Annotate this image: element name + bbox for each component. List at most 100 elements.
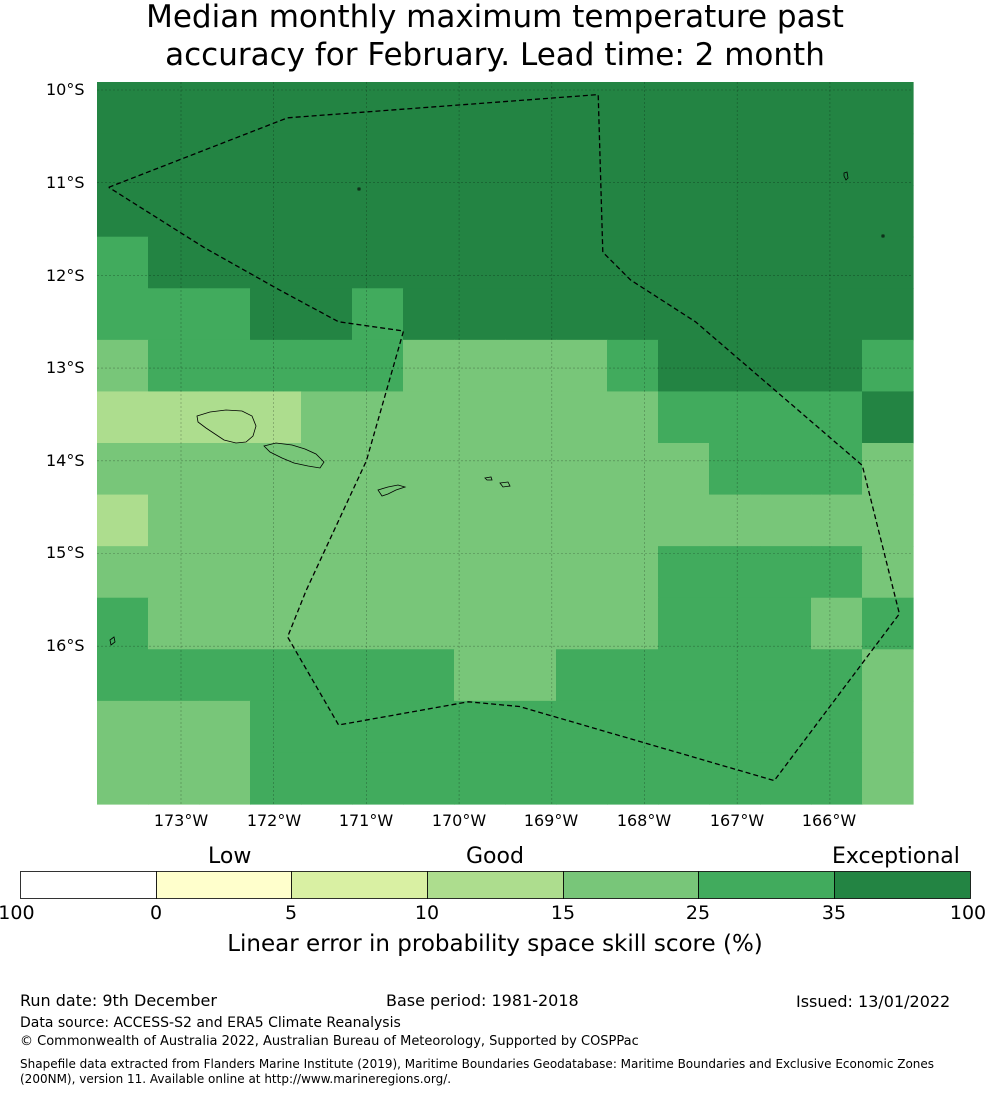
grid-cell — [709, 443, 761, 496]
grid-cell — [862, 288, 914, 341]
grid-cell — [148, 597, 200, 650]
grid-cell — [505, 494, 557, 547]
colorbar-tick: 15 — [550, 902, 576, 924]
grid-cell — [250, 185, 302, 238]
grid-cell — [454, 700, 506, 754]
grid-cell — [97, 82, 149, 135]
grid-cell — [403, 597, 455, 650]
colorbar-tick: 0 — [149, 902, 163, 924]
grid-cell — [199, 133, 251, 186]
grid-cell — [148, 185, 200, 238]
grid-cell — [454, 133, 506, 186]
graticule — [97, 82, 913, 804]
island-swains — [357, 187, 361, 191]
grid-cell — [811, 597, 863, 650]
grid-cell — [403, 236, 455, 289]
island-tokelau-small — [881, 234, 885, 238]
chart-title-line-1: Median monthly maximum temperature past — [146, 0, 844, 35]
grid-cell — [862, 391, 914, 444]
grid-cell — [250, 494, 302, 547]
grid-cell — [352, 391, 404, 444]
grid-cell — [403, 133, 455, 186]
grid-cell — [556, 391, 608, 444]
lat-label-10s: 10°S — [46, 80, 85, 99]
grid-cell — [658, 752, 710, 805]
grid-cell — [148, 288, 200, 341]
grid-cell — [403, 700, 455, 754]
issued-date: Issued: 13/01/2022 — [796, 992, 951, 1011]
grid-cell — [556, 597, 608, 650]
grid-cell — [454, 494, 506, 547]
grid-cell — [607, 752, 659, 805]
grid-cell — [148, 391, 200, 444]
legend-category-low: Low — [208, 844, 252, 869]
grid-cell — [760, 546, 812, 599]
grid-cell — [352, 700, 404, 754]
grid-cell — [199, 391, 251, 444]
grid-cell — [250, 597, 302, 650]
grid-cell — [454, 649, 506, 702]
colorbar-segment — [834, 871, 971, 899]
grid-cell — [607, 236, 659, 289]
grid-cell — [454, 339, 506, 393]
grid-cell — [148, 82, 200, 135]
grid-cell — [199, 597, 251, 650]
grid-cell — [658, 339, 710, 393]
grid-cell — [658, 185, 710, 238]
grid-cell — [709, 236, 761, 289]
grid-cell — [352, 443, 404, 496]
grid-cell — [658, 546, 710, 599]
grid-cell — [658, 494, 710, 547]
grid-cell — [97, 133, 149, 186]
base-period: Base period: 1981-2018 — [386, 991, 579, 1010]
grid-cell — [97, 288, 149, 341]
grid-cell — [607, 649, 659, 702]
grid-cell — [862, 443, 914, 496]
grid-cell — [199, 752, 251, 805]
grid-cell — [862, 236, 914, 289]
grid-cell — [658, 443, 710, 496]
grid-cell — [709, 546, 761, 599]
grid-cell — [760, 494, 812, 547]
grid-cell — [148, 752, 200, 805]
grid-cell — [403, 288, 455, 341]
colorbar-tick: 10 — [414, 902, 440, 924]
grid-cell — [760, 185, 812, 238]
grid-cell — [148, 649, 200, 702]
grid-cell — [301, 236, 353, 289]
grid-cell — [709, 649, 761, 702]
grid-cell — [862, 185, 914, 238]
data-source: Data source: ACCESS-S2 and ERA5 Climate … — [20, 1015, 401, 1031]
grid-cell — [607, 443, 659, 496]
grid-cell — [658, 649, 710, 702]
grid-cell — [199, 546, 251, 599]
grid-cell — [250, 133, 302, 186]
grid-cell — [301, 443, 353, 496]
grid-cell — [658, 597, 710, 650]
grid-cell — [811, 649, 863, 702]
grid-cell — [454, 288, 506, 341]
grid-cell — [97, 339, 149, 393]
grid-cell — [556, 288, 608, 341]
grid-cell — [811, 288, 863, 341]
grid-cell — [454, 546, 506, 599]
grid-cell — [403, 649, 455, 702]
grid-cell — [607, 700, 659, 754]
grid-cell — [862, 649, 914, 702]
lon-label-169w: 169°W — [523, 811, 579, 830]
grid-cell — [760, 82, 812, 135]
grid-cell — [709, 339, 761, 393]
grid-cell — [556, 546, 608, 599]
shapefile-credit: Shapefile data extracted from Flanders M… — [20, 1057, 935, 1086]
grid-cell — [352, 752, 404, 805]
grid-cell — [301, 649, 353, 702]
lon-label-168w: 168°W — [616, 811, 672, 830]
grid-cell — [301, 597, 353, 650]
grid-cell — [811, 494, 863, 547]
grid-cell — [505, 546, 557, 599]
grid-cell — [148, 236, 200, 289]
grid-cell — [97, 752, 149, 805]
lon-label-167w: 167°W — [709, 811, 765, 830]
grid-cell — [250, 339, 302, 393]
grid-cell — [811, 82, 863, 135]
